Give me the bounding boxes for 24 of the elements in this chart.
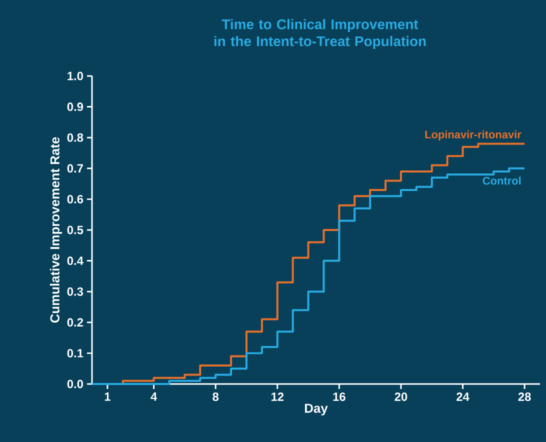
x-tick-label: 8 bbox=[212, 392, 219, 401]
y-tick-label: 0.1 bbox=[67, 348, 84, 358]
y-tick-label: 0.6 bbox=[67, 194, 84, 204]
y-tick-label: 0.5 bbox=[67, 226, 84, 234]
y-tick-label: 0.0 bbox=[67, 380, 83, 388]
x-tick-label: 12 bbox=[271, 392, 284, 401]
y-tick-label: 0.4 bbox=[67, 256, 84, 266]
x-tick-label: 28 bbox=[518, 392, 531, 401]
y-tick-label: 0.3 bbox=[67, 287, 84, 296]
x-tick-label: 20 bbox=[394, 392, 408, 401]
y-tick-label: 0.2 bbox=[67, 318, 84, 327]
x-tick-label: 16 bbox=[333, 392, 346, 401]
y-tick-label: 0.7 bbox=[67, 164, 83, 173]
y-tick-label: 1.0 bbox=[68, 72, 83, 80]
y-axis-title: Cumulative Improvement Rate bbox=[50, 137, 62, 323]
x-tick-label: 4 bbox=[150, 392, 158, 401]
y-tick-label: 0.8 bbox=[67, 133, 84, 142]
x-tick-label: 24 bbox=[456, 392, 470, 401]
y-tick-label: 0.9 bbox=[67, 102, 84, 112]
x-tick-label: 1 bbox=[104, 392, 110, 401]
x-axis-title: Day bbox=[304, 404, 328, 416]
series-label: Lopinavir-ritonavir bbox=[425, 130, 522, 141]
series-label: Control bbox=[482, 176, 521, 185]
chart-title: Time to Clinical Improvement in the Intent-to-Treat Population bbox=[214, 19, 426, 49]
